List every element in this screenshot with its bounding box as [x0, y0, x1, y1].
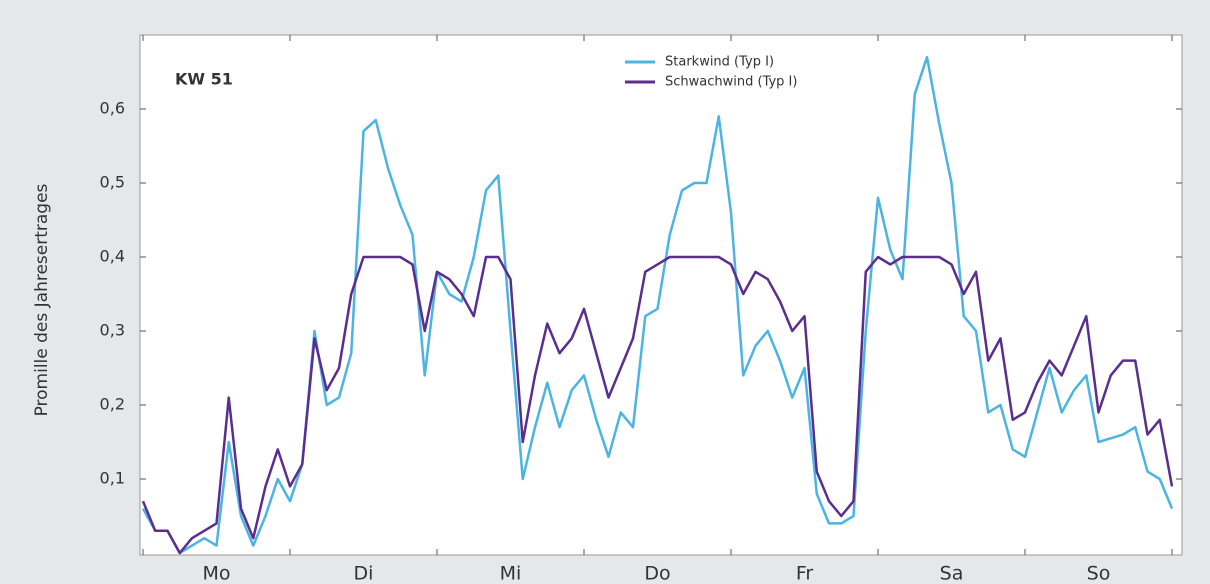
x-day-label: Do [644, 563, 670, 584]
y-axis-label: Promille des Jahresertrages [32, 183, 52, 416]
x-day-label: Di [354, 563, 374, 584]
legend-label: Schwachwind (Typ I) [665, 75, 797, 90]
y-tick-label: 0,4 [100, 247, 125, 266]
x-day-label: Mi [500, 563, 522, 584]
y-tick-label: 0,6 [100, 99, 125, 118]
y-tick-label: 0,2 [100, 395, 125, 414]
series-line [141, 55, 1174, 555]
y-tick-label: 0,5 [100, 173, 125, 192]
y-tick-label: 0,3 [100, 321, 125, 340]
series-line [141, 255, 1174, 555]
x-day-label: Mo [202, 563, 230, 584]
x-day-label: Sa [940, 563, 964, 584]
chart-title: KW 51 [175, 70, 233, 89]
x-day-label: Fr [796, 563, 814, 584]
x-day-label: So [1087, 563, 1111, 584]
legend-label: Starkwind (Typ I) [665, 55, 774, 70]
y-tick-label: 0,1 [100, 469, 125, 488]
